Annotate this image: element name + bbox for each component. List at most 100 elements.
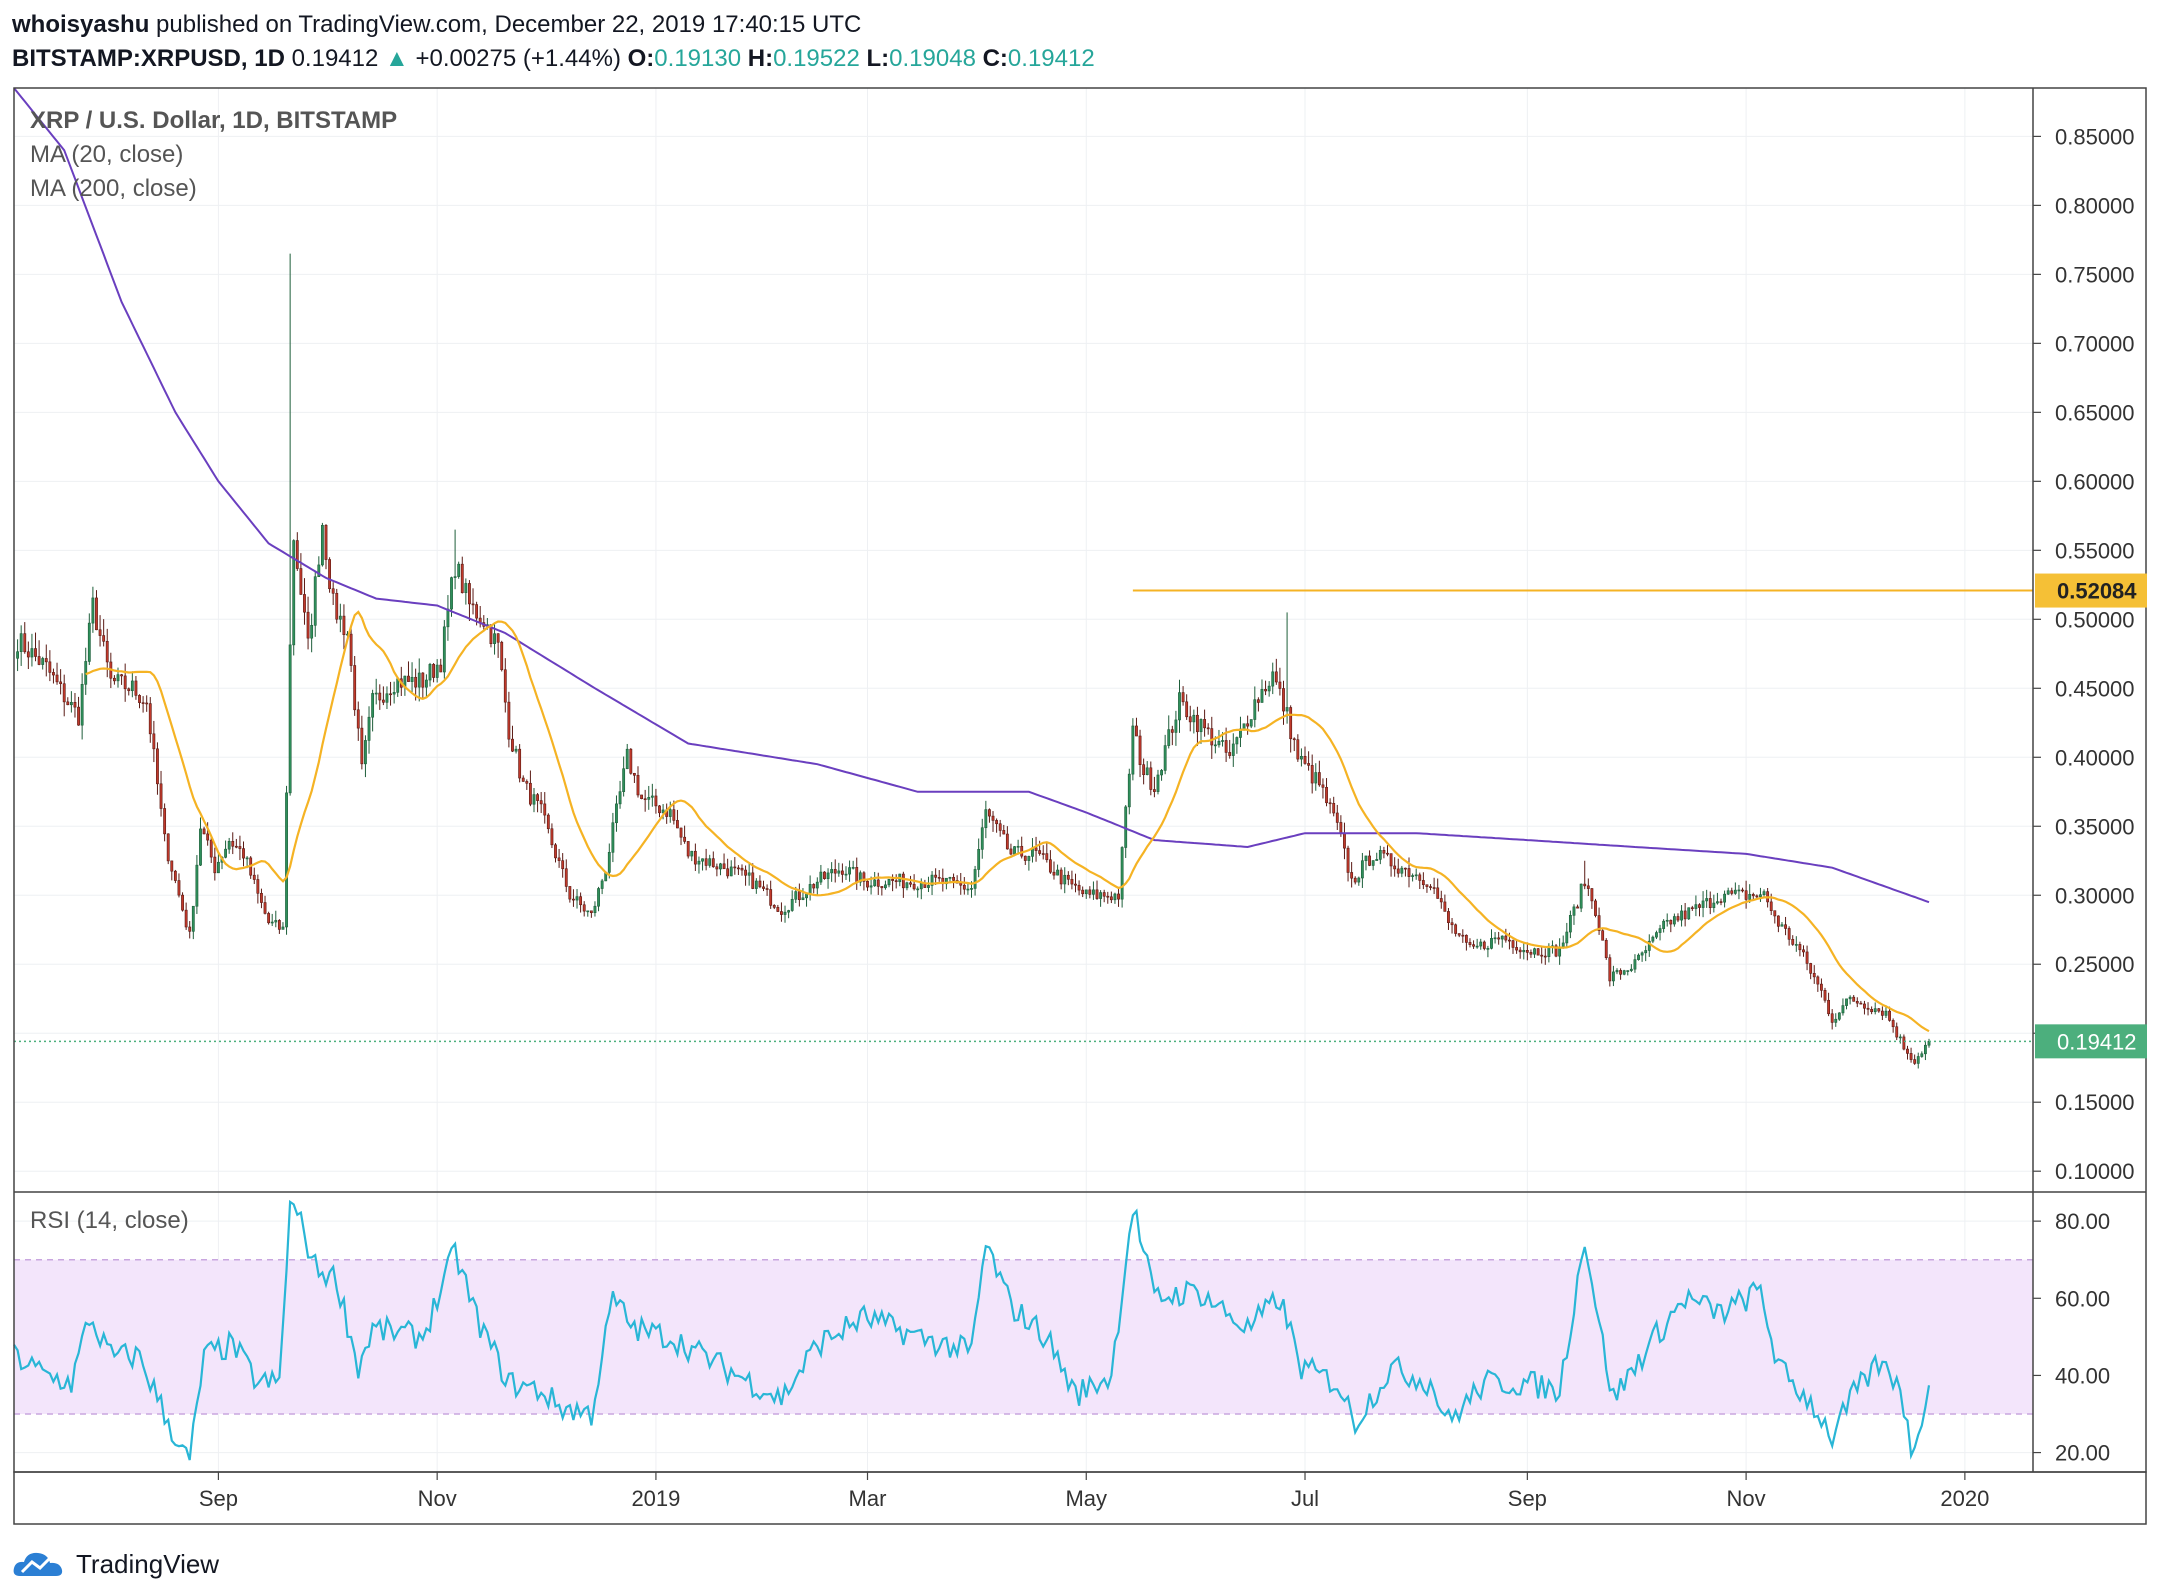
candle-body <box>543 803 547 816</box>
candle-body <box>532 794 536 805</box>
candle-body <box>1256 699 1260 703</box>
candle-body <box>668 809 672 817</box>
candle-body <box>59 681 63 685</box>
candle-body <box>959 882 963 886</box>
candle-body <box>80 683 84 726</box>
candle-body <box>1378 850 1382 860</box>
candle-body <box>927 885 930 888</box>
candle-body <box>256 879 260 894</box>
candle-body <box>1135 725 1138 737</box>
footer-brand[interactable]: TradingView <box>76 1548 220 1579</box>
candle-body <box>1873 1008 1877 1013</box>
candle-body <box>1300 755 1303 760</box>
candle-body <box>1913 1059 1917 1064</box>
candle-body <box>550 828 554 846</box>
candle-body <box>1421 880 1425 886</box>
candle-body <box>66 701 70 706</box>
legend-ma200[interactable]: MA (200, close) <box>30 175 197 202</box>
candle-body <box>1095 889 1099 899</box>
candle-body <box>618 791 622 805</box>
candle-body <box>1249 719 1253 727</box>
candle-body <box>331 588 335 594</box>
candle-body <box>514 748 518 752</box>
candle-body <box>496 633 500 643</box>
time-tick-label: May <box>1065 1486 1107 1511</box>
up-triangle-icon: ▲ <box>385 45 409 72</box>
candle-body <box>1296 739 1300 760</box>
candle-body <box>1723 893 1727 903</box>
last-price-tag-label: 0.19412 <box>2057 1029 2137 1054</box>
candle-body <box>593 905 597 914</box>
candle-body <box>281 926 285 930</box>
candle-body <box>765 888 769 890</box>
candle-body <box>1586 885 1590 889</box>
candle-body <box>16 651 19 659</box>
candle-body <box>988 809 991 817</box>
candle-body <box>209 839 213 858</box>
candle-body <box>1665 919 1669 922</box>
legend-ma20[interactable]: MA (20, close) <box>30 141 183 168</box>
candle-body <box>589 910 593 914</box>
candle-body <box>1644 950 1648 954</box>
candle-body <box>1762 891 1766 895</box>
candle-body <box>887 878 891 886</box>
candle-body <box>439 664 443 673</box>
candle-body <box>317 564 321 578</box>
candle-body <box>188 926 192 932</box>
candle-body <box>1328 802 1332 805</box>
author-name[interactable]: whoisyashu <box>12 11 150 38</box>
candle-body <box>1282 688 1285 712</box>
candle-body <box>704 858 708 866</box>
candle-body <box>1027 856 1031 861</box>
candle-body <box>1138 735 1142 765</box>
candle-body <box>676 820 679 829</box>
candle-body <box>776 907 780 912</box>
candle-body <box>1820 983 1823 991</box>
candle-body <box>30 648 34 658</box>
time-tick-label: 2019 <box>631 1486 680 1511</box>
candle-body <box>600 880 604 889</box>
candle-body <box>1192 714 1196 723</box>
time-axis[interactable]: Sep Nov 2019 Mar May Jul Sep Nov 2020 <box>199 1472 1990 1511</box>
candle-body <box>1353 877 1357 883</box>
candle-body <box>1794 944 1798 946</box>
candle-body <box>790 898 794 911</box>
candle-body <box>1884 1010 1888 1016</box>
candle-body <box>1170 729 1174 733</box>
candle-body <box>1841 1005 1845 1014</box>
candle-body <box>1188 716 1192 723</box>
price-axis[interactable]: 0.85000 0.80000 0.75000 0.70000 0.65000 0.600… <box>2033 124 2135 1184</box>
candle-body <box>830 869 834 874</box>
publish-line: whoisyashu published on TradingView.com,… <box>12 8 2152 42</box>
candle-body <box>324 524 328 560</box>
candle-body <box>41 658 45 665</box>
candle-body <box>1590 888 1594 902</box>
candle-body <box>1271 671 1275 687</box>
candlestick-series <box>16 253 1931 1069</box>
candle-body <box>708 858 712 866</box>
chart-svg[interactable]: 0.85000 0.80000 0.75000 0.70000 0.65000 0.600… <box>0 0 2160 1540</box>
candle-body <box>1755 895 1759 898</box>
price-tags: 0.52084 0.19412 <box>2035 573 2147 1059</box>
candle-body <box>1185 701 1189 718</box>
legend-rsi[interactable]: RSI (14, close) <box>30 1207 189 1234</box>
candle-body <box>1052 871 1056 876</box>
candle-body <box>1447 911 1450 924</box>
candle-body <box>1418 874 1422 881</box>
candle-body <box>1450 922 1454 926</box>
candle-body <box>163 808 167 835</box>
candle-body <box>1217 740 1221 746</box>
candle-body <box>1773 910 1777 917</box>
candle-body <box>1325 787 1328 804</box>
candle-body <box>1117 893 1120 900</box>
candle-body <box>1292 738 1296 741</box>
candle-body <box>1619 970 1623 975</box>
candle-body <box>1059 869 1063 885</box>
rsi-axis[interactable]: 80.00 60.00 40.00 20.00 <box>2033 1209 2110 1466</box>
candle-body <box>1468 942 1472 945</box>
candle-body <box>184 909 188 928</box>
candle-body <box>1827 999 1831 1015</box>
candle-body <box>1920 1053 1924 1057</box>
candle-body <box>245 857 249 860</box>
time-tick-label: Sep <box>1508 1486 1547 1511</box>
